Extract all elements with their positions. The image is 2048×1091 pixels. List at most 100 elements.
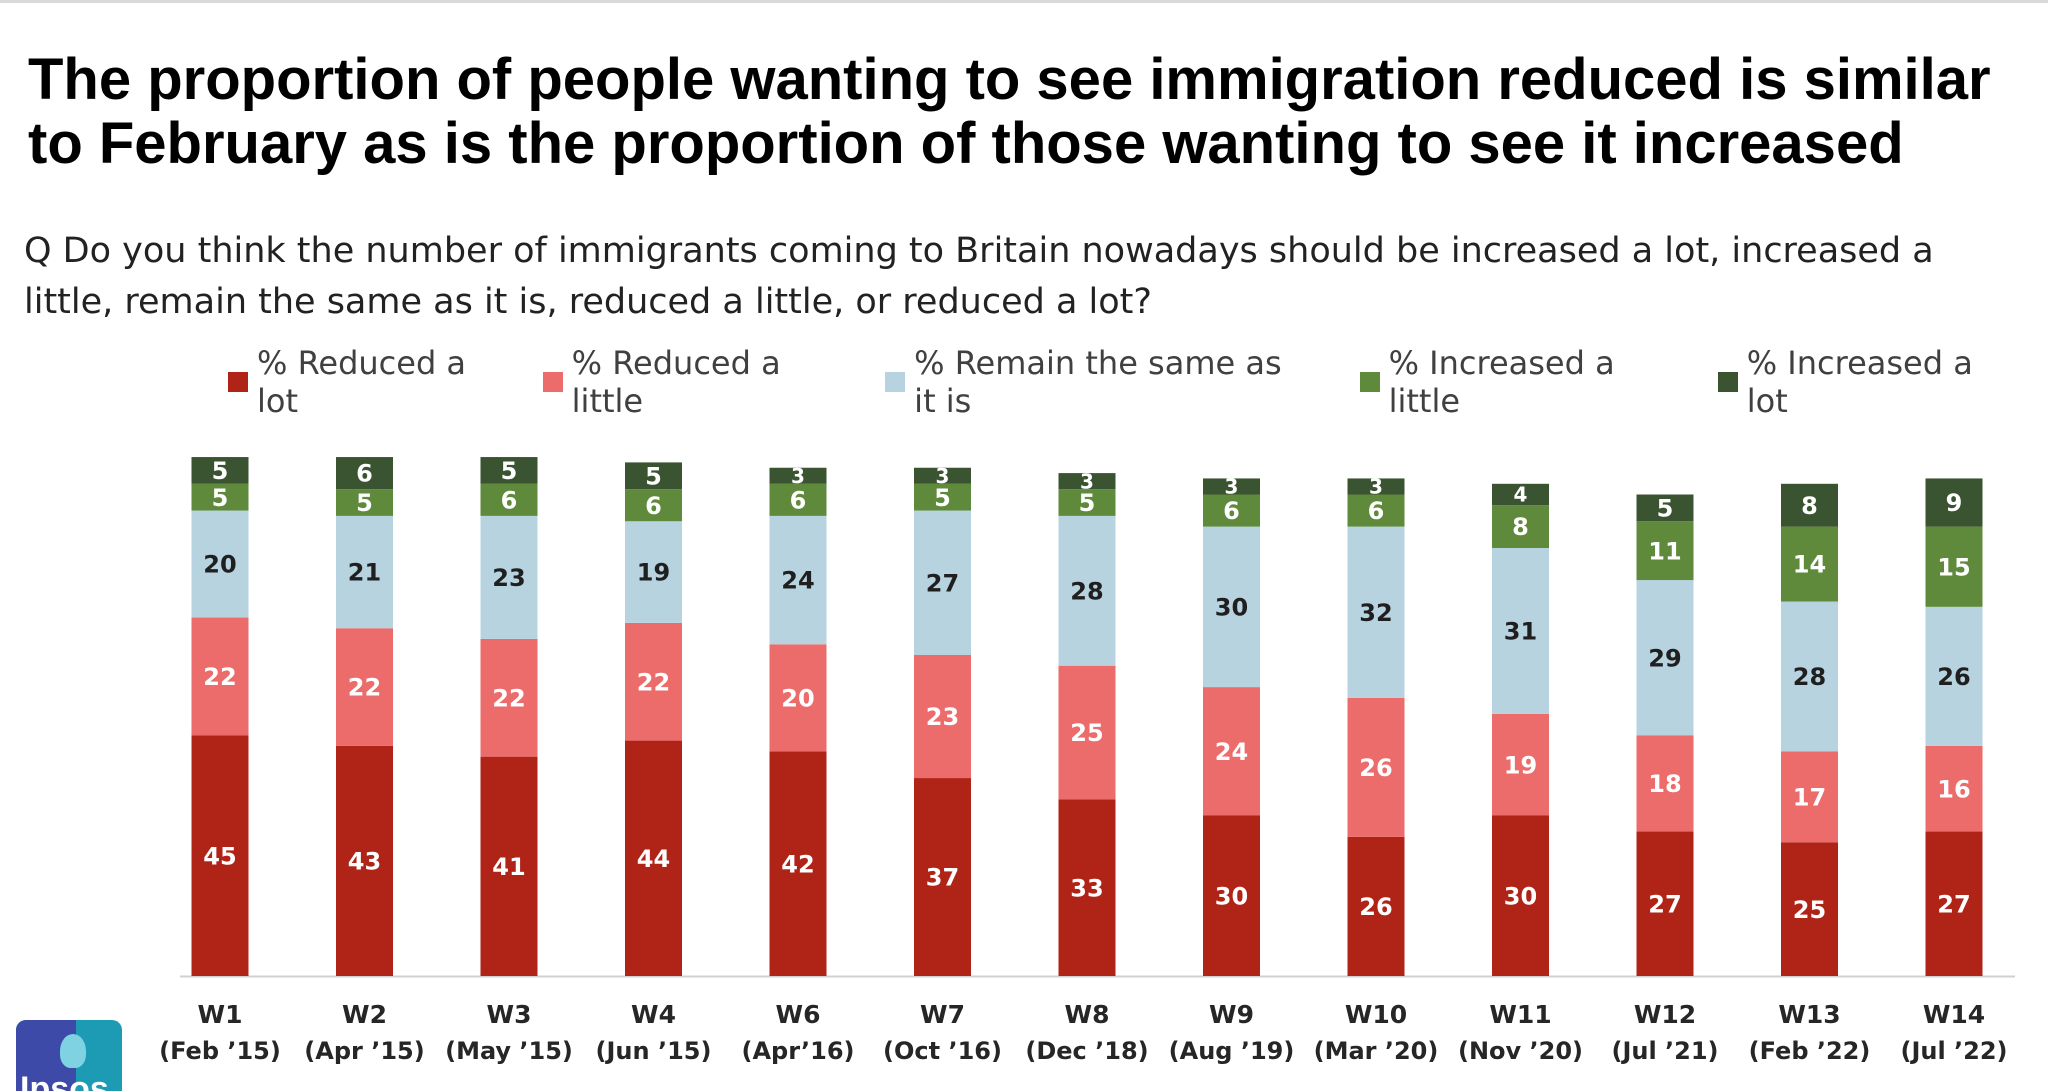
x-tick-label-date: (Feb ’22)	[1749, 1037, 1871, 1065]
survey-question: Q Do you think the number of immigrants …	[24, 231, 1934, 322]
bar-segment-reduced-lot	[1058, 799, 1116, 976]
x-tick-label-date: (Aug ’19)	[1169, 1037, 1295, 1065]
legend-item-increased-lot: % Increased a lot	[1717, 344, 1998, 420]
data-label: 25	[1070, 719, 1103, 747]
legend-label: % Reduced a lot	[257, 344, 467, 420]
data-label: 26	[1937, 663, 1970, 691]
bar-segment-reduced-little	[1492, 713, 1549, 816]
data-label: 42	[781, 850, 814, 878]
bar-segment-increased-lot	[191, 457, 249, 484]
bar-segment-reduced-lot	[191, 735, 249, 976]
bar-segment-increased-little	[1925, 526, 1983, 607]
bar-segment-increased-lot	[1781, 483, 1838, 527]
bar-segment-reduced-lot	[1636, 831, 1694, 976]
data-label: 25	[1793, 896, 1826, 924]
data-label: 43	[348, 848, 381, 876]
bar-segment-reduced-little	[336, 628, 393, 746]
bar-segment-reduced-little	[1781, 751, 1838, 843]
x-tick-label-wave: W14	[1923, 1000, 1985, 1029]
data-label: 24	[781, 567, 814, 595]
bar-segment-increased-little	[625, 489, 682, 522]
x-tick-label-wave: W8	[1065, 1000, 1110, 1029]
bar-segment-increased-little	[1636, 521, 1694, 581]
legend-swatch	[885, 372, 906, 392]
bar-segment-increased-lot	[1058, 473, 1116, 490]
bar-group-w10: 26 26 32 63 W10 (Mar ’20)	[1314, 475, 1439, 1065]
data-label: 44	[637, 845, 670, 873]
bar-segment-remain-same	[336, 515, 393, 629]
data-label: 22	[203, 663, 236, 691]
bar-group-w2: 43 22 21 56 W2 (Apr ’15)	[304, 457, 425, 1065]
data-label: 33	[1070, 874, 1103, 902]
bar-segment-reduced-lot	[336, 745, 393, 976]
legend-item-reduced-lot: % Reduced a lot	[228, 344, 493, 420]
data-label: 6	[790, 486, 807, 514]
bar-segment-reduced-little	[1347, 697, 1405, 837]
data-label: 26	[1359, 893, 1392, 921]
x-tick-label-wave: W13	[1778, 1000, 1840, 1029]
data-label: 30	[1215, 593, 1248, 621]
bar-segment-reduced-lot	[769, 751, 827, 976]
x-tick-label-date: (Oct ’16)	[883, 1037, 1002, 1065]
data-label: 5	[645, 462, 662, 490]
data-label: 3	[1225, 475, 1239, 499]
legend-swatch	[228, 372, 248, 392]
logo-text: Ipsos	[20, 1070, 109, 1091]
bar-segment-remain-same	[1781, 601, 1838, 752]
bar-segment-remain-same	[480, 515, 538, 639]
x-tick-label-wave: W4	[631, 1000, 676, 1029]
legend-swatch	[1359, 372, 1380, 392]
data-label: 45	[203, 842, 236, 870]
data-label: 32	[1359, 599, 1392, 627]
bar-segment-increased-lot	[1925, 478, 1983, 527]
x-tick-label-wave: W12	[1634, 1000, 1696, 1029]
data-label: 37	[926, 864, 959, 892]
data-label: 27	[1648, 890, 1681, 918]
x-tick-label-wave: W6	[776, 1000, 821, 1029]
data-label: 5	[356, 489, 373, 517]
bar-group-w1: 45 22 20 55 W1 (Feb ’15)	[159, 457, 281, 1065]
bar-segment-increased-lot	[1203, 478, 1260, 495]
data-label: 28	[1070, 577, 1103, 605]
data-label: 3	[1369, 475, 1383, 499]
data-label: 16	[1937, 775, 1970, 803]
bar-segment-increased-lot	[1492, 483, 1549, 506]
bar-segment-increased-lot	[480, 457, 538, 484]
bar-group-w6: 42 20 24 63 W6 (Apr’16)	[741, 464, 854, 1065]
bar-segment-reduced-little	[1203, 687, 1260, 816]
legend-swatch	[1717, 372, 1738, 392]
bar-segment-increased-little	[769, 483, 827, 516]
data-label: 41	[492, 853, 525, 881]
data-label: 27	[1937, 890, 1970, 918]
bar-segment-reduced-lot	[480, 756, 538, 976]
bar-segment-remain-same	[191, 510, 249, 618]
legend-item-reduced-little: % Reduced a little	[542, 344, 836, 420]
bar-segment-reduced-lot	[1203, 815, 1260, 976]
data-label: 20	[203, 551, 236, 579]
bar-segment-increased-little	[191, 483, 249, 511]
bar-segment-remain-same	[1636, 580, 1694, 736]
bar-segment-reduced-little	[1058, 665, 1116, 800]
x-tick-label-date: (Apr ’15)	[304, 1037, 424, 1065]
bar-group-w8: 33 25 28 53 W8 (Dec ’18)	[1025, 469, 1148, 1065]
bar-segment-reduced-little	[480, 638, 538, 757]
x-tick-label-wave: W3	[487, 1000, 532, 1029]
bar-segment-reduced-lot	[625, 740, 682, 976]
bar-segment-increased-lot	[625, 462, 682, 490]
data-label: 5	[212, 484, 229, 512]
bar-group-w7: 37 23 27 53 W7 (Oct ’16)	[883, 464, 1002, 1065]
data-label: 5	[1657, 495, 1674, 523]
data-label: 23	[926, 703, 959, 731]
bar-segment-increased-lot	[1636, 494, 1694, 522]
data-label: 21	[348, 559, 381, 587]
data-label: 29	[1648, 644, 1681, 672]
bar-group-w4: 44 22 19 65 W4 (Jun ’15)	[596, 462, 711, 1065]
data-label: 15	[1937, 553, 1970, 581]
bar-group-w13: 25 17 28 14 8 W13 (Feb ’22)	[1749, 483, 1871, 1065]
legend-label: % Increased a little	[1388, 344, 1615, 420]
x-tick-label-wave: W9	[1209, 1000, 1254, 1029]
bar-group-w11: 30 19 31 8 4 W11 (Nov ’20)	[1458, 483, 1583, 1065]
bar-segment-increased-little	[1058, 489, 1116, 516]
x-tick-label-wave: W11	[1489, 1000, 1551, 1029]
